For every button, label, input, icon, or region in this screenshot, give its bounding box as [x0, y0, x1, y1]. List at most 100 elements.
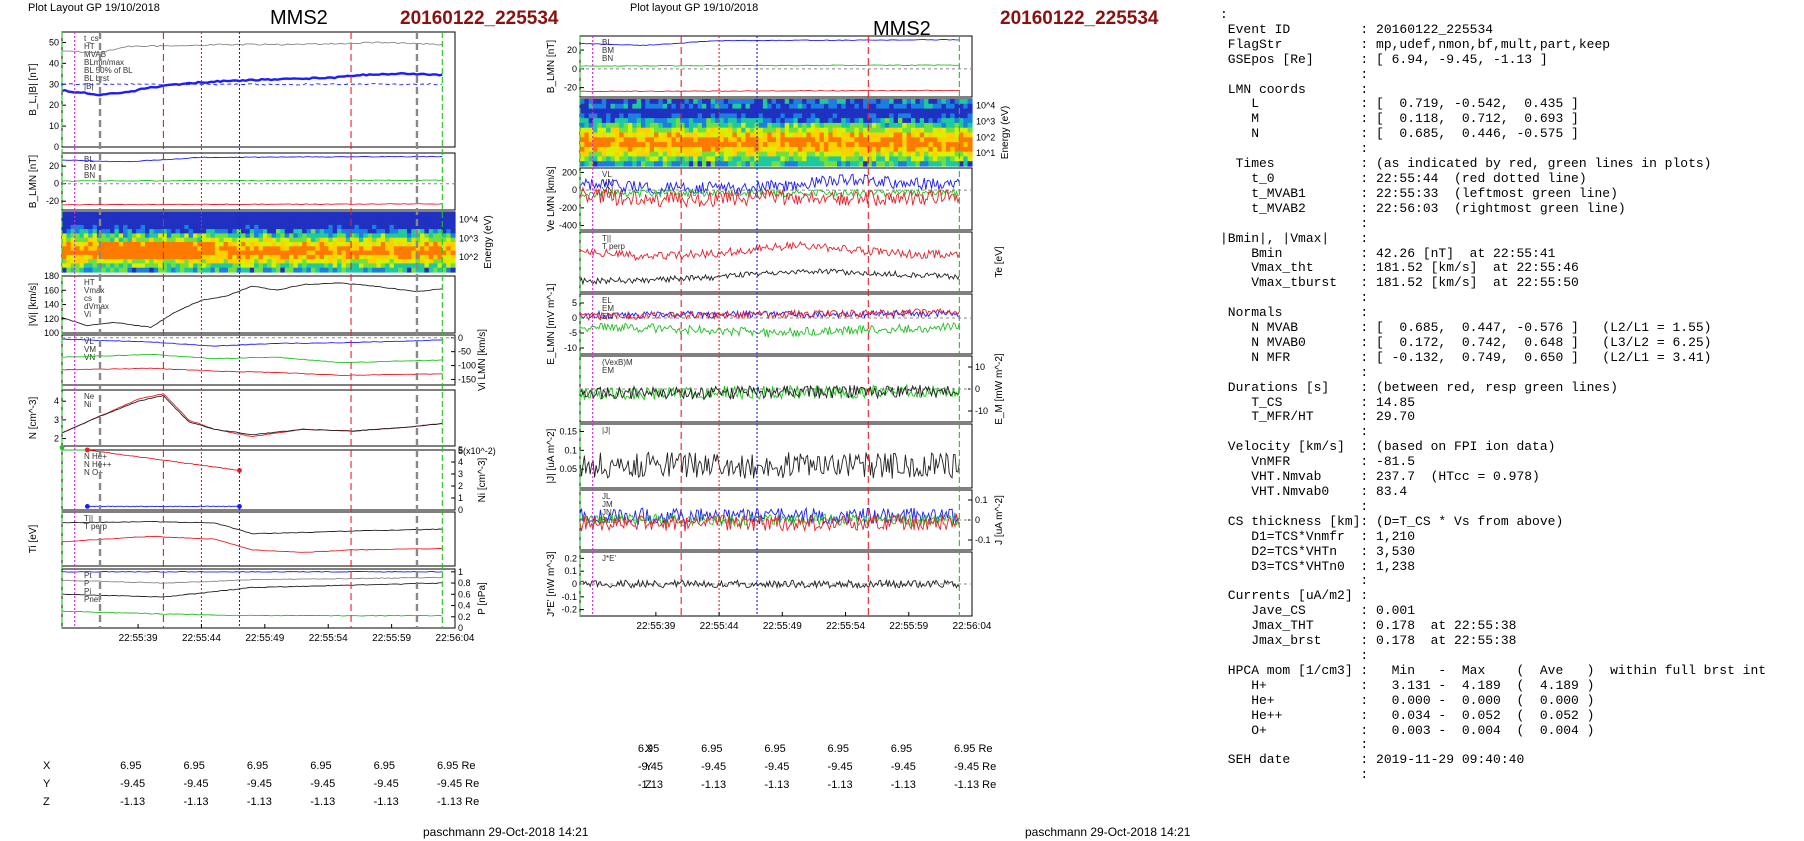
heatmap-cell: [328, 212, 334, 217]
heatmap-cell: [302, 263, 308, 269]
y-tick-label: 20: [567, 45, 577, 55]
heatmap-cell: [662, 108, 668, 114]
heatmap-cell: [745, 127, 751, 134]
heatmap-cell: [131, 212, 137, 217]
heatmap-cell: [715, 142, 720, 148]
series-line: [579, 64, 960, 67]
heatmap-cell: [610, 103, 616, 110]
heatmap-cell: [797, 142, 803, 148]
heatmap-cell: [850, 161, 855, 167]
heatmap-cell: [123, 212, 129, 217]
heatmap-cell: [950, 161, 956, 167]
heatmap-cell: [876, 142, 882, 148]
heatmap-cell: [424, 212, 430, 217]
y-tick-label: 0.1: [564, 445, 577, 455]
heatmap-cell: [341, 229, 347, 234]
heatmap-cell: [110, 254, 115, 260]
heatmap-cell: [675, 142, 681, 148]
heatmap-cell: [693, 118, 699, 124]
heatmap-cell: [206, 237, 212, 243]
heatmap-cell: [206, 229, 212, 234]
heatmap-cell: [837, 99, 842, 105]
heatmap-cell: [310, 216, 316, 222]
heatmap-cell: [241, 242, 246, 247]
heatmap-cell: [893, 118, 899, 124]
y-axis-label: Ti [eV]: [28, 525, 39, 554]
heatmap-cell: [850, 151, 855, 157]
heatmap-cell: [837, 103, 842, 110]
heatmap-cell: [210, 212, 216, 217]
heatmap-cell: [101, 242, 107, 247]
heatmap-cell: [341, 267, 347, 273]
heatmap-cell: [297, 212, 303, 217]
heatmap-cell: [276, 259, 281, 264]
heatmap-cell: [411, 212, 417, 217]
heatmap-cell: [671, 122, 677, 129]
heatmap-cell: [741, 113, 747, 119]
position-value: 6.95 Re: [954, 743, 993, 755]
heatmap-cell: [945, 146, 951, 153]
heatmap-cell: [306, 229, 312, 234]
heatmap-cell: [684, 103, 690, 110]
heatmap-cell: [402, 267, 408, 273]
heatmap-cell: [389, 233, 395, 239]
heatmap-cell: [688, 113, 694, 119]
heatmap-cell: [597, 113, 603, 119]
heatmap-cell: [898, 156, 903, 162]
heatmap-cell: [584, 108, 590, 114]
heatmap-cell: [614, 103, 620, 110]
heatmap-cell: [802, 122, 808, 129]
y-axis-label: N [cm^-3]: [28, 397, 39, 440]
y-tick-label: 0.8: [458, 578, 471, 588]
heatmap-cell: [810, 113, 816, 119]
heatmap-cell: [184, 224, 190, 230]
heatmap-cell: [845, 113, 851, 119]
heatmap-cell: [302, 220, 308, 226]
heatmap-cell: [420, 237, 426, 243]
heatmap-cell: [175, 233, 181, 239]
heatmap-cell: [70, 267, 76, 273]
heatmap-cell: [780, 142, 786, 148]
heatmap-cell: [223, 246, 229, 252]
heatmap-cell: [446, 259, 452, 264]
heatmap-cell: [175, 216, 181, 222]
heatmap-cell: [83, 259, 89, 264]
heatmap-cell: [350, 216, 356, 222]
heatmap-cell: [293, 220, 299, 226]
heatmap-cell: [127, 233, 133, 239]
heatmap-cell: [450, 246, 456, 252]
heatmap-cell: [341, 212, 347, 217]
heatmap-cell: [771, 146, 777, 153]
heatmap-cell: [428, 233, 434, 239]
heatmap-cell: [632, 156, 638, 162]
heatmap-cell: [767, 151, 773, 157]
heatmap-cell: [749, 127, 755, 134]
heatmap-cell: [789, 103, 795, 110]
heatmap-cell: [863, 161, 869, 167]
heatmap-cell: [837, 122, 842, 129]
heatmap-cell: [732, 113, 738, 119]
heatmap-cell: [380, 259, 386, 264]
heatmap-cell: [649, 122, 655, 129]
legend-entry: (VexB)M: [602, 358, 633, 367]
heatmap-cell: [845, 146, 851, 153]
left-spacecraft-title: MMS2: [270, 7, 328, 29]
heatmap-cell: [958, 103, 964, 110]
heatmap-cell: [675, 113, 681, 119]
series-line: [579, 89, 960, 93]
heatmap-cell: [446, 263, 452, 269]
heatmap-cell: [954, 118, 960, 124]
panel-frame: [61, 449, 456, 511]
legend-entry: EN: [602, 312, 613, 321]
heatmap-cell: [688, 132, 694, 138]
heatmap-cell: [963, 108, 969, 114]
heatmap-cell: [762, 132, 768, 138]
heatmap-cell: [153, 216, 159, 222]
heatmap-cell: [632, 142, 638, 148]
heatmap-cell: [588, 151, 594, 157]
heatmap-cell: [424, 250, 430, 256]
heatmap-cell: [433, 259, 439, 264]
heatmap-cell: [863, 113, 869, 119]
heatmap-cell: [832, 146, 838, 153]
heatmap-cell: [924, 156, 930, 162]
